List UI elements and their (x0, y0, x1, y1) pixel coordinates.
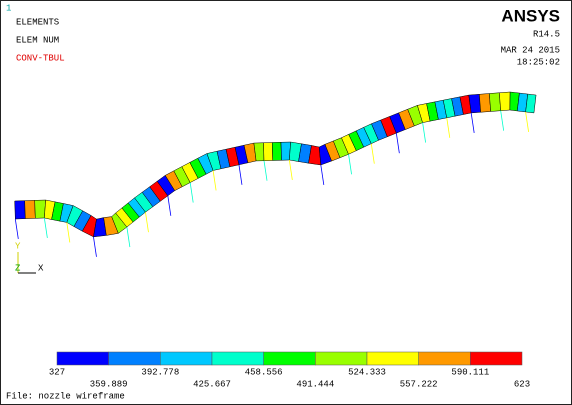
pipe-element (14, 200, 26, 220)
date: MAR 24 2015 (501, 45, 560, 55)
legend-label: 458.556 (245, 367, 283, 377)
release: R14.5 (533, 29, 560, 39)
legend-swatch (315, 351, 368, 366)
legend-label: 557.222 (400, 379, 438, 389)
load-arrow (395, 133, 400, 154)
load-arrow (189, 182, 194, 203)
legend-swatch (56, 351, 109, 366)
legend-label: 359.889 (90, 379, 128, 389)
legend: 327 359.889 392.778 425.667 458.556 491.444 52… (49, 351, 530, 389)
load-arrow (525, 111, 529, 132)
time: 18:25:02 (517, 57, 560, 67)
legend-swatch (366, 351, 419, 366)
legend-swatch (470, 351, 523, 366)
triad-label: X (38, 263, 44, 273)
plot-label: ELEM NUM (16, 35, 59, 45)
window-number: 1 (6, 3, 11, 13)
load-arrow (348, 154, 352, 175)
pipe-element (525, 93, 537, 114)
load-arrow (370, 143, 375, 164)
legend-swatch (160, 351, 213, 366)
load-arrow (167, 195, 172, 216)
pipe-model (14, 91, 537, 257)
triad: Y Z X (15, 241, 44, 274)
load-arrow (14, 218, 19, 240)
pipe-element (34, 199, 46, 219)
footer: File: nozzle wireframe (6, 391, 125, 401)
legend-swatch (211, 351, 264, 366)
pipe-element (489, 92, 501, 112)
load-arrow (320, 164, 325, 186)
load-arrow (212, 170, 217, 191)
pipe-element (24, 200, 36, 219)
load-arrow (93, 236, 97, 257)
legend-label: 392.778 (141, 367, 179, 377)
plot-label: ELEMENTS (16, 17, 59, 27)
legend-swatch (418, 351, 471, 366)
plot-label: CONV-TBUL (16, 53, 65, 63)
legend-label: 524.333 (348, 367, 386, 377)
pipe-element (468, 94, 481, 114)
pipe-element (263, 142, 274, 162)
pipe-element (499, 91, 511, 111)
load-arrow (126, 226, 131, 248)
load-arrow (66, 222, 71, 243)
load-arrow (500, 110, 505, 131)
legend-label: 623 (514, 379, 530, 389)
load-arrow (422, 122, 427, 143)
load-arrow (470, 112, 475, 133)
load-arrow (145, 212, 149, 233)
load-arrow (288, 159, 293, 181)
triad-label: Z (15, 263, 21, 273)
load-arrow (263, 160, 268, 181)
load-arrow (446, 117, 451, 138)
legend-label: 327 (49, 367, 65, 377)
brand: ANSYS (501, 6, 560, 25)
legend-swatch (263, 351, 316, 366)
load-arrow (238, 164, 243, 185)
legend-label: 491.444 (296, 379, 334, 389)
pipe-element (479, 93, 491, 113)
legend-label: 425.667 (193, 379, 231, 389)
legend-swatch (108, 351, 161, 366)
legend-label: 590.111 (451, 367, 489, 377)
pipe-element (280, 141, 291, 161)
pipe-element (271, 141, 282, 161)
triad-label: Y (15, 241, 21, 251)
load-arrow (43, 217, 48, 239)
